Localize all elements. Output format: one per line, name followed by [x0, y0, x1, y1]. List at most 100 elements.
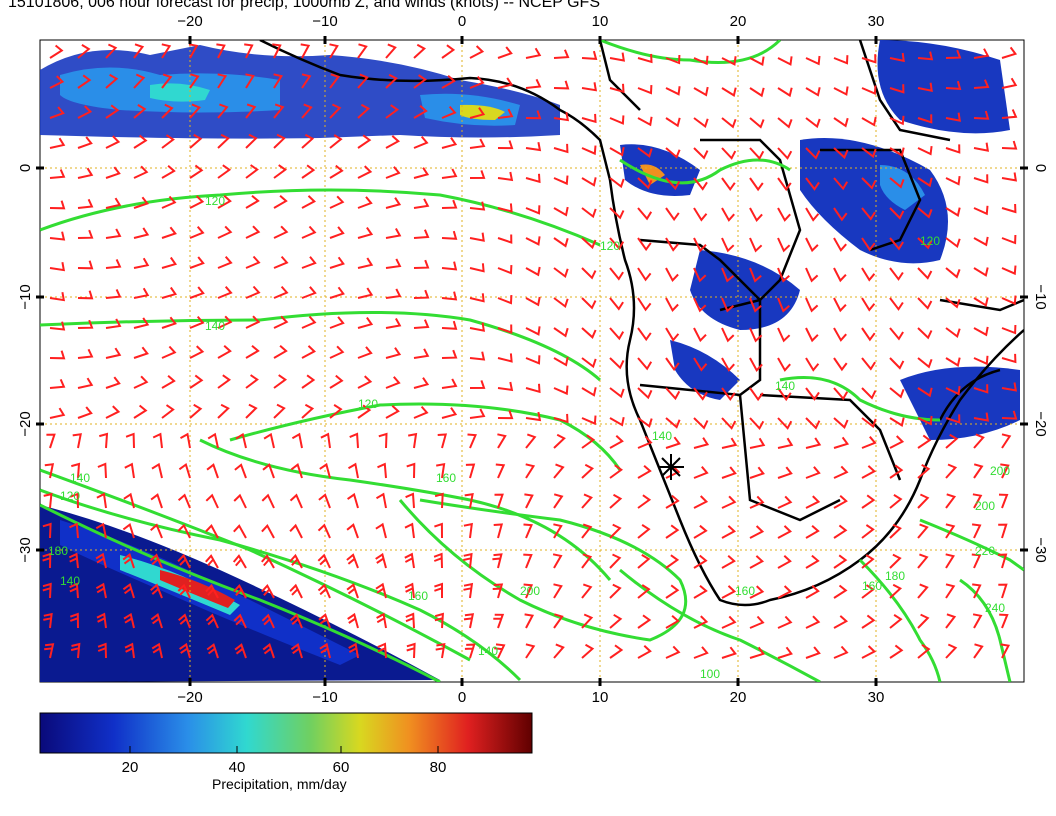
wind-barb	[609, 146, 625, 157]
wind-barb	[349, 432, 359, 449]
x-tick-top: −10	[312, 13, 337, 30]
wind-barb	[77, 377, 94, 389]
wind-barb	[301, 73, 312, 89]
wind-barb	[553, 237, 569, 248]
wind-barb	[749, 646, 765, 659]
wind-barb	[693, 495, 709, 509]
wind-barb	[375, 492, 387, 509]
wind-barb	[329, 164, 344, 179]
y-tick-right: −30	[1032, 537, 1049, 562]
wind-barb	[889, 583, 903, 599]
wind-barb	[998, 583, 1008, 599]
wind-barb	[301, 345, 316, 359]
wind-barb	[525, 205, 541, 215]
wind-barb	[329, 345, 345, 359]
wind-barb	[189, 315, 205, 329]
wind-barb	[467, 433, 477, 449]
wind-barb	[861, 85, 877, 95]
wind-barb	[77, 406, 93, 419]
wind-barb	[261, 493, 275, 509]
wind-barb	[693, 646, 709, 659]
wind-barb	[721, 357, 735, 372]
x-tick-top: 0	[458, 13, 466, 30]
wind-barb	[273, 315, 289, 329]
wind-barb	[105, 166, 121, 179]
wind-barb	[581, 237, 597, 250]
wind-barb	[749, 297, 762, 313]
contour-label: 120	[358, 397, 378, 411]
wind-barb	[777, 615, 793, 629]
wind-barb	[721, 177, 736, 192]
wind-barb	[217, 195, 232, 209]
wind-barb	[861, 614, 876, 629]
wind-barb	[161, 226, 177, 239]
wind-barb	[889, 435, 905, 449]
wind-barb	[917, 493, 930, 509]
wind-barb	[133, 43, 145, 59]
wind-barb	[637, 177, 653, 190]
x-tick-bottom: 30	[868, 689, 885, 706]
wind-barb	[889, 614, 903, 629]
wind-barb	[972, 613, 983, 629]
wind-barb	[581, 415, 597, 426]
wind-barb	[553, 206, 569, 217]
wind-barb	[861, 237, 876, 252]
wind-barb	[133, 227, 150, 239]
wind-barb	[917, 357, 933, 369]
wind-barb	[889, 52, 905, 63]
wind-barb	[945, 49, 962, 59]
wind-barb	[945, 207, 961, 217]
wind-barb	[261, 554, 275, 569]
station-marker-icon	[658, 454, 684, 480]
wind-barb	[494, 493, 504, 509]
wind-barb	[469, 76, 485, 89]
wind-barb	[122, 522, 135, 539]
wind-barb	[861, 417, 877, 429]
wind-barb	[945, 144, 961, 154]
wind-barb	[777, 237, 791, 253]
wind-barb	[693, 615, 709, 629]
wind-barb	[273, 255, 289, 269]
wind-barb	[357, 257, 374, 269]
wind-barb	[972, 493, 983, 509]
wind-barb	[777, 267, 790, 283]
wind-barb	[693, 437, 710, 449]
wind-barb	[721, 56, 737, 66]
wind-barb	[124, 642, 135, 659]
wind-barb	[609, 52, 625, 62]
wind-barb	[161, 195, 177, 209]
wind-barb	[133, 196, 149, 209]
y-tick-left: 0	[17, 164, 34, 172]
wind-barb	[553, 493, 564, 509]
wind-barb	[581, 583, 593, 599]
wind-barb	[301, 315, 317, 329]
wind-barb	[301, 195, 316, 209]
wind-barb	[665, 297, 679, 312]
y-tick-right: 0	[1032, 164, 1049, 172]
wind-barb	[463, 552, 473, 569]
wind-barb	[77, 319, 94, 329]
wind-barb	[469, 170, 486, 179]
wind-barb	[289, 523, 303, 539]
wind-barb	[125, 432, 135, 449]
x-tick-bottom: 10	[592, 689, 609, 706]
wind-barb	[553, 175, 569, 186]
wind-barb	[889, 523, 902, 539]
wind-barb	[357, 165, 373, 179]
wind-barb	[189, 374, 204, 389]
wind-barb	[289, 493, 303, 509]
wind-barb	[693, 387, 708, 401]
wind-barb	[749, 207, 763, 223]
wind-barb	[945, 385, 961, 396]
wind-barb	[552, 553, 563, 569]
wind-barb	[777, 437, 794, 449]
wind-barb	[217, 73, 228, 89]
wind-barb	[69, 612, 79, 629]
wind-barb	[122, 553, 135, 569]
wind-barb	[749, 147, 765, 161]
y-tick-left: −30	[17, 537, 34, 562]
wind-barb	[1001, 140, 1018, 150]
wind-barb	[581, 463, 595, 479]
wind-barb	[665, 645, 681, 659]
wind-barb	[317, 583, 331, 599]
